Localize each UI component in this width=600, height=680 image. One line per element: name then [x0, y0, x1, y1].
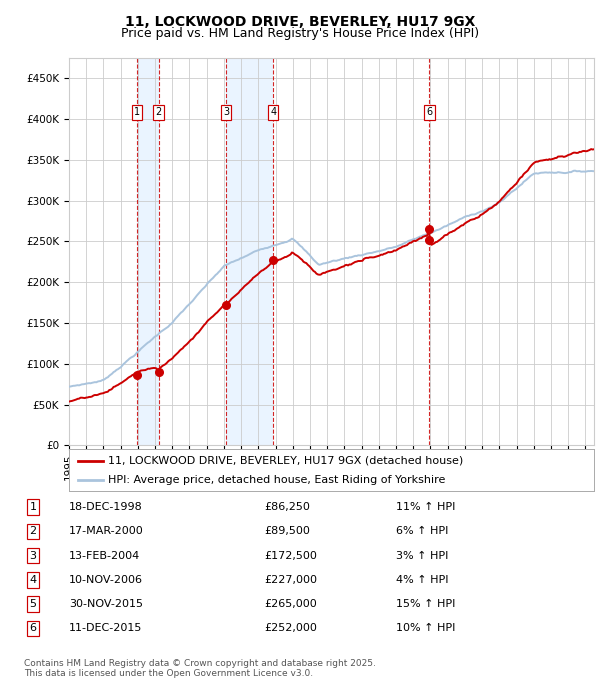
- Text: 10% ↑ HPI: 10% ↑ HPI: [396, 624, 455, 634]
- Text: Price paid vs. HM Land Registry's House Price Index (HPI): Price paid vs. HM Land Registry's House …: [121, 27, 479, 40]
- Text: 4: 4: [270, 107, 276, 118]
- Text: £172,500: £172,500: [264, 551, 317, 561]
- Text: 3: 3: [29, 551, 37, 561]
- Text: Contains HM Land Registry data © Crown copyright and database right 2025.
This d: Contains HM Land Registry data © Crown c…: [24, 658, 376, 678]
- Text: £89,500: £89,500: [264, 526, 310, 537]
- Text: £265,000: £265,000: [264, 599, 317, 609]
- Text: 5: 5: [29, 599, 37, 609]
- Text: 13-FEB-2004: 13-FEB-2004: [69, 551, 140, 561]
- Text: HPI: Average price, detached house, East Riding of Yorkshire: HPI: Average price, detached house, East…: [109, 475, 446, 486]
- Bar: [137, 58, 158, 445]
- Text: £227,000: £227,000: [264, 575, 317, 585]
- Text: £252,000: £252,000: [264, 624, 317, 634]
- Text: 30-NOV-2015: 30-NOV-2015: [69, 599, 143, 609]
- Text: 15% ↑ HPI: 15% ↑ HPI: [396, 599, 455, 609]
- Text: 11-DEC-2015: 11-DEC-2015: [69, 624, 142, 634]
- Text: 11, LOCKWOOD DRIVE, BEVERLEY, HU17 9GX (detached house): 11, LOCKWOOD DRIVE, BEVERLEY, HU17 9GX (…: [109, 456, 464, 466]
- Text: 17-MAR-2000: 17-MAR-2000: [69, 526, 144, 537]
- Text: 6: 6: [29, 624, 37, 634]
- Text: 2: 2: [29, 526, 37, 537]
- Text: 4: 4: [29, 575, 37, 585]
- Text: 4% ↑ HPI: 4% ↑ HPI: [396, 575, 449, 585]
- Text: 2: 2: [155, 107, 162, 118]
- Text: 6% ↑ HPI: 6% ↑ HPI: [396, 526, 448, 537]
- Text: 11, LOCKWOOD DRIVE, BEVERLEY, HU17 9GX: 11, LOCKWOOD DRIVE, BEVERLEY, HU17 9GX: [125, 15, 475, 29]
- Text: 1: 1: [134, 107, 140, 118]
- Text: 18-DEC-1998: 18-DEC-1998: [69, 502, 143, 512]
- Text: 10-NOV-2006: 10-NOV-2006: [69, 575, 143, 585]
- Text: 3% ↑ HPI: 3% ↑ HPI: [396, 551, 448, 561]
- Text: 3: 3: [223, 107, 229, 118]
- Text: 11% ↑ HPI: 11% ↑ HPI: [396, 502, 455, 512]
- Text: 1: 1: [29, 502, 37, 512]
- Text: 6: 6: [427, 107, 433, 118]
- Text: £86,250: £86,250: [264, 502, 310, 512]
- Bar: [226, 58, 273, 445]
